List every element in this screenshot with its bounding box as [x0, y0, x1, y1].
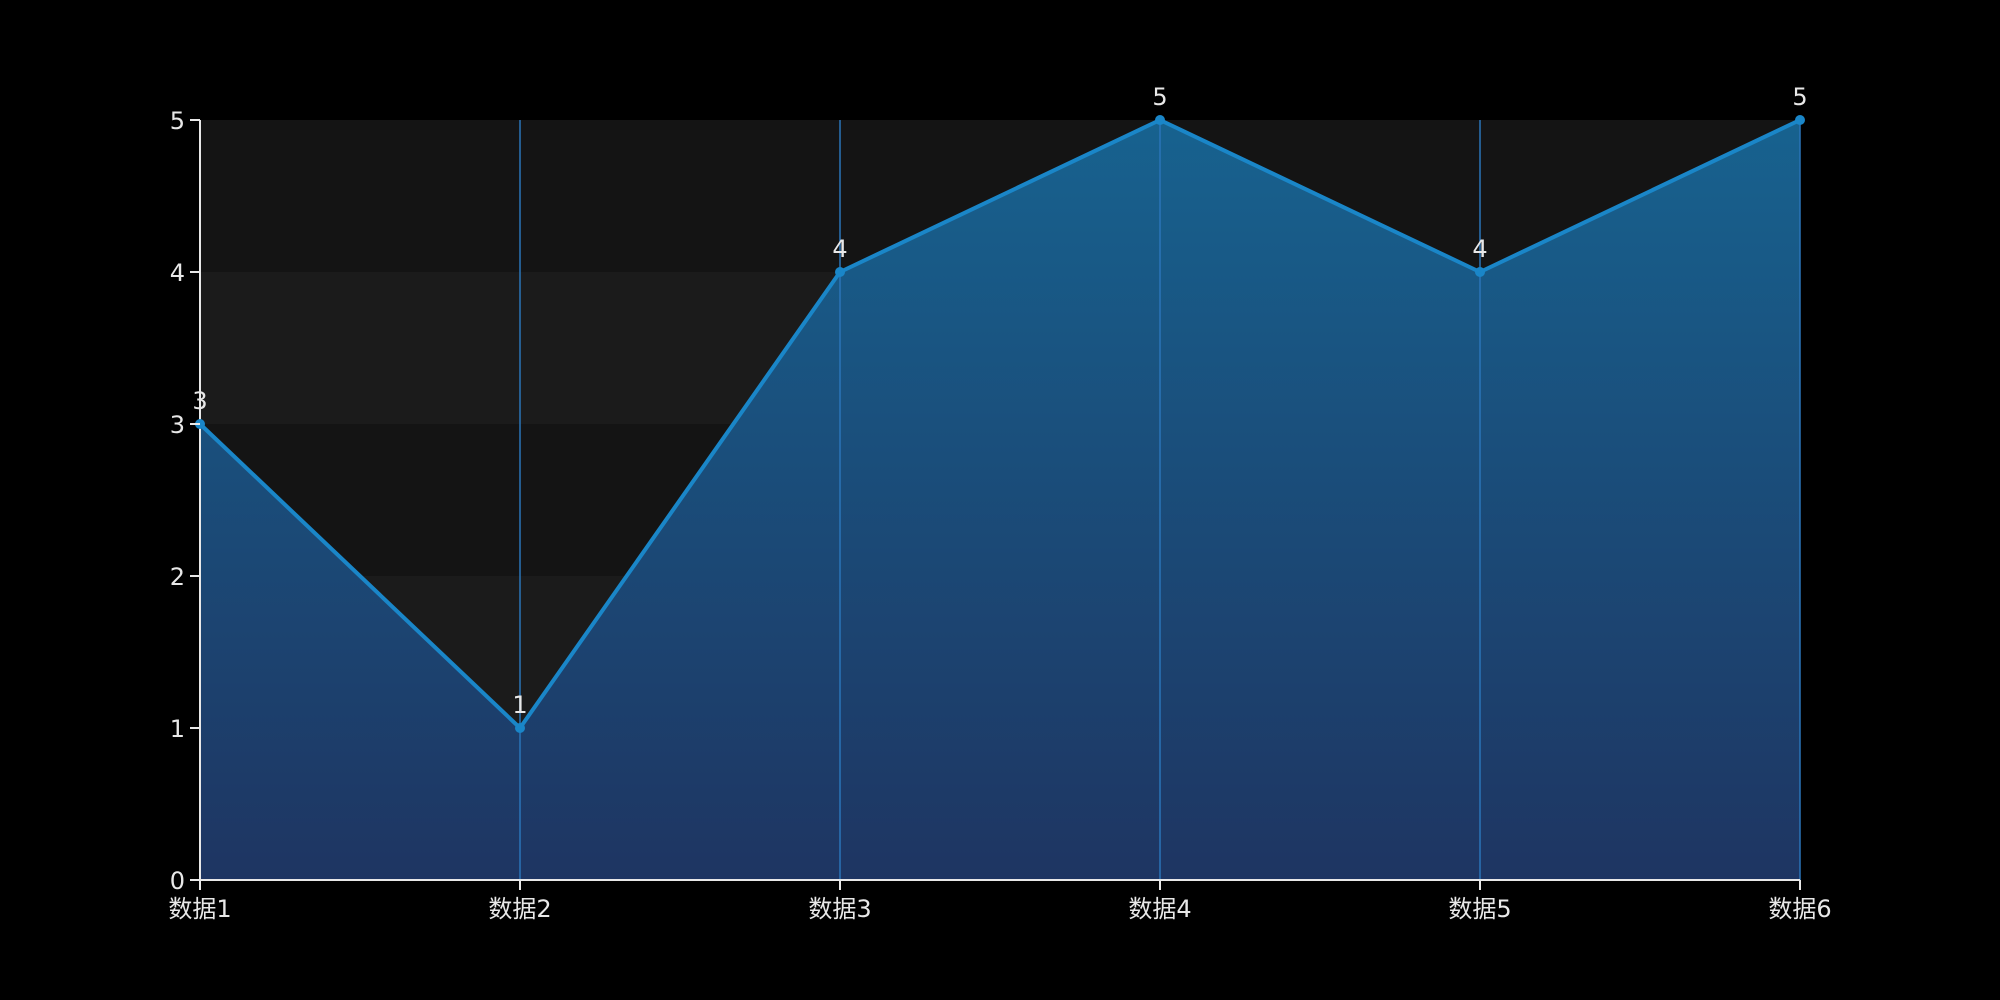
x-tick-label: 数据1 [168, 895, 231, 923]
y-tick-label: 5 [170, 107, 185, 135]
x-tick-label: 数据6 [1768, 895, 1831, 923]
data-label: 4 [832, 235, 847, 263]
y-tick-label: 3 [170, 411, 185, 439]
axes [199, 120, 1800, 881]
data-labels: 3 1 4 5 4 5 [192, 83, 1807, 719]
data-label: 4 [1472, 235, 1487, 263]
x-axis-ticks: 数据1 数据2 数据3 数据4 数据5 数据6 [168, 880, 1832, 923]
data-points [195, 115, 1805, 733]
data-label: 5 [1792, 83, 1807, 111]
y-tick-label: 0 [170, 867, 185, 895]
x-tick-label: 数据2 [488, 895, 551, 923]
x-tick-label: 数据3 [808, 895, 871, 923]
y-tick-label: 1 [170, 715, 185, 743]
x-tick-label: 数据4 [1128, 895, 1191, 923]
data-label: 1 [512, 691, 527, 719]
series-line [198, 118, 1801, 730]
data-point [1475, 267, 1485, 277]
y-tick-label: 2 [170, 563, 185, 591]
data-point [1795, 115, 1805, 125]
data-point [1155, 115, 1165, 125]
x-tick-label: 数据5 [1448, 895, 1511, 923]
series-area [200, 120, 1800, 880]
data-label: 3 [192, 387, 207, 415]
data-point [515, 723, 525, 733]
y-tick-label: 4 [170, 259, 185, 287]
y-axis-ticks: 0 1 2 3 4 5 [170, 107, 200, 895]
data-label: 5 [1152, 83, 1167, 111]
data-point [835, 267, 845, 277]
